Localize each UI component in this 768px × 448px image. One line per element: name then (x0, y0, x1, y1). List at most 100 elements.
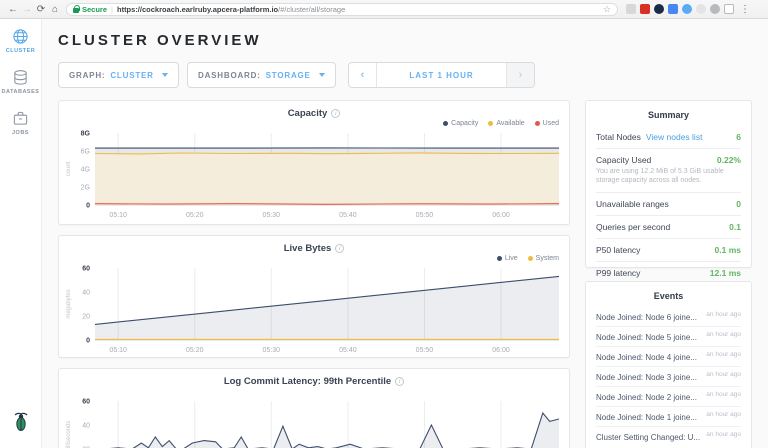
log-commit-latency-chart-card: Log Commit Latency: 99th Percentile i 60 4… (58, 368, 570, 448)
extension-icon[interactable] (668, 4, 678, 14)
svg-text:6G: 6G (81, 149, 90, 156)
home-icon[interactable]: ⌂ (51, 3, 59, 15)
legend-item: Live (496, 255, 518, 262)
event-time: an hour ago (706, 311, 741, 318)
summary-value: 6 (736, 132, 741, 142)
sidebar-item-databases[interactable]: DATABASES (0, 60, 41, 101)
event-text: Node Joined: Node 4 joine... (596, 353, 697, 362)
svg-text:06:00: 06:00 (492, 212, 510, 219)
svg-text:20: 20 (82, 447, 90, 448)
event-text: Node Joined: Node 3 joine... (596, 373, 697, 382)
svg-text:05:40: 05:40 (339, 347, 357, 354)
events-title: Events (653, 291, 684, 301)
info-icon[interactable]: i (331, 109, 341, 118)
summary-row: Unavailable ranges 0 (596, 191, 741, 215)
event-row: Node Joined: Node 4 joine... an hour ago (596, 346, 741, 366)
chart-legend: Live System (496, 255, 559, 262)
back-icon[interactable]: ← (8, 3, 18, 15)
svg-text:05:50: 05:50 (416, 212, 434, 219)
url-host: https://cockroach.earlruby.apcera-platfo… (116, 4, 279, 14)
event-time: an hour ago (706, 411, 741, 418)
address-bar[interactable]: Secure | https://cockroach.earlruby.apce… (66, 2, 618, 16)
event-row: Node Joined: Node 2 joine... an hour ago (596, 386, 741, 406)
graph-dropdown[interactable]: GRAPH: CLUSTER (58, 62, 179, 88)
cockroach-logo-icon (0, 411, 42, 440)
browser-menu-icon[interactable]: ⋮ (740, 3, 750, 15)
summary-value: 0.1 (729, 221, 741, 232)
secure-label: Secure (82, 4, 108, 14)
summary-value: 0.22% (716, 155, 741, 165)
svg-text:05:40: 05:40 (339, 212, 357, 219)
event-row: Node Joined: Node 6 joine... an hour ago (596, 307, 741, 326)
summary-row: Total Nodes View nodes list 6 (596, 126, 741, 148)
forward-icon[interactable]: → (22, 3, 32, 15)
chart-legend: Capacity Available Used (443, 120, 559, 127)
event-time: an hour ago (706, 371, 741, 378)
svg-text:05:10: 05:10 (109, 212, 127, 219)
extension-icon[interactable] (682, 4, 692, 14)
summary-label: P50 latency (596, 244, 641, 255)
event-time: an hour ago (706, 431, 741, 438)
dashboard-dropdown[interactable]: DASHBOARD: STORAGE (187, 62, 336, 88)
svg-text:milliseconds: milliseconds (66, 421, 72, 448)
extension-icon[interactable] (696, 4, 706, 14)
bookmark-star-icon[interactable]: ☆ (602, 3, 611, 14)
svg-text:20: 20 (82, 314, 90, 321)
summary-row: P50 latency 0.1 ms (596, 237, 741, 261)
svg-text:4G: 4G (81, 167, 90, 174)
page-title: CLUSTER OVERVIEW (58, 32, 262, 49)
timerange-next-button[interactable]: › (506, 63, 534, 87)
sidebar-item-jobs[interactable]: JOBS (0, 101, 41, 142)
sidebar-item-label: CLUSTER (5, 48, 36, 54)
legend-dot-icon (534, 121, 540, 126)
svg-text:60: 60 (82, 266, 90, 273)
legend-item: Used (534, 120, 559, 127)
event-row: Node Joined: Node 5 joine... an hour ago (596, 326, 741, 346)
dashboard-dropdown-value: STORAGE (265, 70, 311, 80)
chart-plot[interactable]: 05:10 05:20 05:30 05:40 05:50 06:00 8G 6G 4G 2G 0 c… (63, 127, 567, 223)
summary-value: 12.1 ms (709, 267, 741, 278)
svg-text:2G: 2G (81, 185, 90, 192)
extension-icon[interactable] (710, 4, 720, 14)
chart-plot[interactable]: 05:10 05:20 05:30 05:40 05:50 06:00 60 40 20 0 meg… (63, 262, 567, 358)
info-icon[interactable]: i (335, 244, 345, 253)
reload-icon[interactable]: ⟳ (36, 3, 46, 15)
extension-icon[interactable] (640, 4, 650, 14)
sidebar-item-cluster[interactable]: CLUSTER (0, 19, 41, 60)
event-text: Cluster Setting Changed: U... (596, 433, 701, 442)
legend-dot-icon (496, 256, 502, 261)
extension-icon[interactable] (626, 4, 636, 14)
address-separator: | (111, 4, 113, 14)
summary-value: 0.1 ms (714, 244, 741, 255)
timerange-label[interactable]: LAST 1 HOUR (409, 70, 474, 80)
summary-row: Capacity Used 0.22% You are using 12.2 MiB… (596, 148, 741, 192)
svg-text:40: 40 (82, 423, 90, 430)
summary-title: Summary (647, 110, 690, 120)
chart-plot[interactable]: 60 40 20 milliseconds (63, 395, 567, 448)
extension-icon[interactable] (654, 4, 664, 14)
event-time: an hour ago (706, 331, 741, 338)
cockroachdb-admin-ui: CLUSTER DATABASES JOBS CLUSTER OVERVIEW GR… (0, 19, 768, 448)
extensions-area (626, 4, 734, 14)
svg-text:0: 0 (86, 338, 90, 345)
view-nodes-link[interactable]: View nodes list (645, 132, 703, 142)
summary-value: 0 (736, 198, 741, 209)
summary-panel: Summary Total Nodes View nodes list 6 Capac… (585, 100, 752, 278)
lock-icon (73, 5, 80, 13)
dashboard-dropdown-label: DASHBOARD: (198, 70, 261, 80)
svg-text:8G: 8G (81, 131, 91, 138)
extension-icon[interactable] (724, 4, 734, 14)
event-time: an hour ago (706, 351, 741, 358)
browser-chrome: ← → ⟳ ⌂ Secure | https://cockroach.earlr… (0, 0, 768, 19)
event-time: an hour ago (706, 391, 741, 398)
legend-dot-icon (488, 121, 494, 126)
events-panel: Events Node Joined: Node 6 joine... an ho… (585, 281, 752, 448)
info-icon[interactable]: i (395, 377, 405, 386)
svg-text:05:20: 05:20 (186, 212, 204, 219)
event-text: Node Joined: Node 1 joine... (596, 413, 697, 422)
svg-text:60: 60 (82, 399, 90, 406)
timerange-prev-button[interactable]: ‹ (349, 63, 377, 87)
event-text: Node Joined: Node 5 joine... (596, 333, 697, 342)
sidebar-item-label: JOBS (12, 130, 29, 136)
timerange-selector: ‹ LAST 1 HOUR › (348, 62, 535, 88)
